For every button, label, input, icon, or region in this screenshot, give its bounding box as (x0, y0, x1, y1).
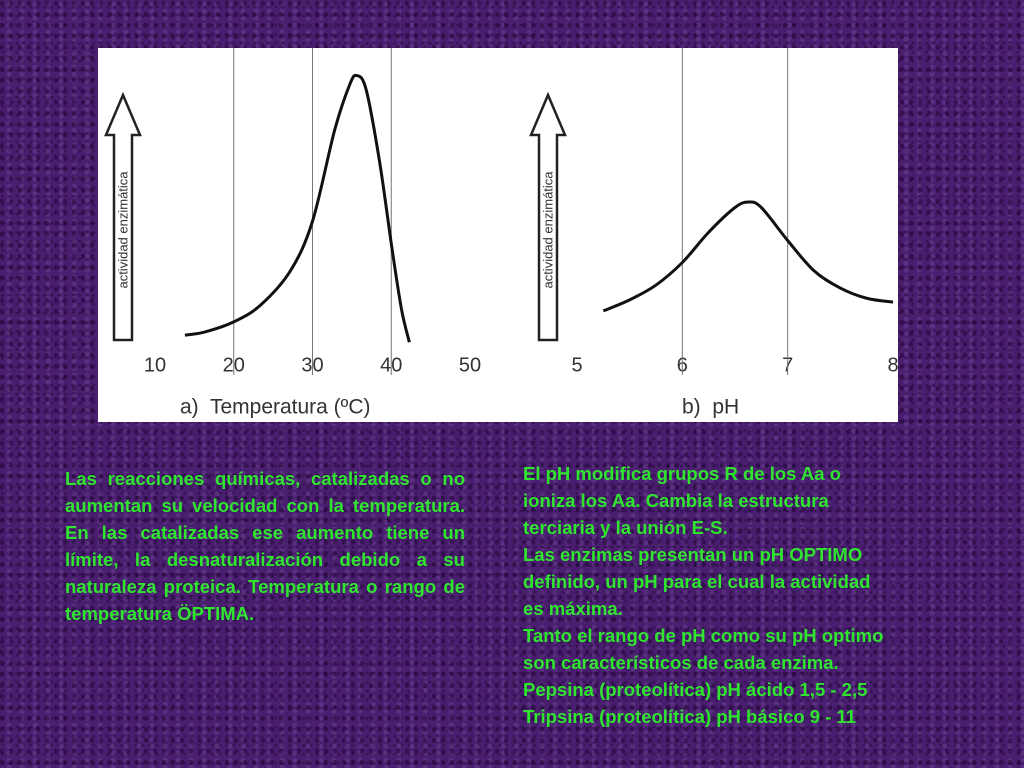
left-text: Las reacciones químicas, catalizadas o n… (65, 468, 465, 624)
x-axis-label: b) pH (682, 396, 739, 419)
text-line: Tripsina (proteolítica) pH básico 9 - 11 (523, 706, 857, 727)
x-tick-label: 50 (459, 354, 481, 376)
chart-panel (98, 48, 898, 422)
text-line: terciaria y la unión E-S. (523, 517, 728, 538)
text-line: Pepsina (proteolítica) pH ácido 1,5 - 2,… (523, 679, 868, 700)
text-line: ioniza los Aa. Cambia la estructura (523, 490, 829, 511)
text-line: son característicos de cada enzima. (523, 652, 839, 673)
x-tick-label: 8 (887, 354, 898, 376)
curve (184, 73, 411, 343)
right-text: El pH modifica grupos R de los Aa o ioniz… (523, 460, 993, 730)
x-tick-label: 10 (144, 354, 166, 376)
text-line: Tanto el rango de pH como su pH optimo (523, 625, 884, 646)
x-tick-label: 5 (571, 354, 582, 376)
y-axis-label: actividad enzimática (540, 171, 555, 289)
text-line: Las enzimas presentan un pH OPTIMO (523, 544, 863, 565)
text-line: El pH modifica grupos R de los Aa o (523, 463, 841, 484)
y-arrow (104, 91, 142, 342)
y-axis-label: actividad enzimática (115, 171, 130, 289)
text-line: es máxima. (523, 598, 623, 619)
x-axis-label: a) Temperatura (ºC) (180, 396, 371, 419)
y-arrow (529, 91, 567, 342)
text-line: definido, un pH para el cual la activida… (523, 571, 871, 592)
curve (602, 200, 894, 313)
